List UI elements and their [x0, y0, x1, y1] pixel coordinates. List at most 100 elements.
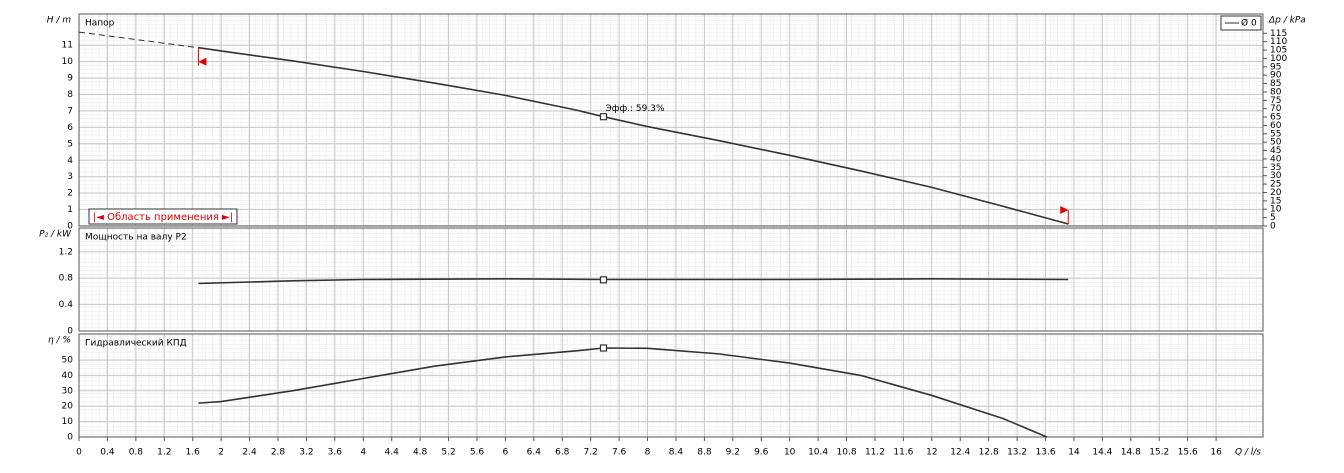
- x-tick-label: 10: [784, 448, 796, 458]
- y-tick-label: 10: [62, 417, 74, 427]
- y-tick-label: 50: [62, 356, 74, 366]
- y2-tick-label: 20: [1270, 188, 1282, 198]
- x-tick-label: 8.4: [669, 448, 684, 458]
- y-tick-label: 0.8: [59, 274, 74, 284]
- x-tick-label: 5.6: [470, 448, 485, 458]
- y2-tick-label: 25: [1270, 180, 1281, 190]
- y-tick-label: 8: [67, 90, 73, 100]
- panel-title: Гидравлический КПД: [85, 339, 187, 349]
- y2-tick-label: 60: [1270, 121, 1282, 131]
- y-tick-label: 0: [67, 433, 73, 443]
- y2-tick-label: 105: [1270, 46, 1287, 56]
- x-tick-label: 7.6: [612, 448, 627, 458]
- x-tick-label: 0: [76, 448, 82, 458]
- duty-point: [599, 276, 608, 284]
- x-tick-label: 2: [218, 448, 224, 458]
- y-tick-label: 4: [67, 156, 73, 166]
- plot-frame: [78, 13, 1264, 227]
- x-tick-label: 1.2: [157, 448, 171, 458]
- y-tick-label: 1: [67, 205, 73, 215]
- x-tick-label: 6: [503, 448, 509, 458]
- x-tick-label: 14: [1068, 448, 1080, 458]
- curve: [198, 278, 1069, 285]
- x-tick-label: 1.6: [186, 448, 201, 458]
- panel-title: Мощность на валу P2: [85, 233, 187, 243]
- y2-tick-label: 50: [1270, 138, 1282, 148]
- y2-tick-label: 115: [1270, 29, 1287, 39]
- legend-box: [1220, 15, 1262, 31]
- y2-tick-label: 85: [1270, 79, 1281, 89]
- x-tick-label: 9.2: [726, 448, 740, 458]
- x-tick-label: 4.8: [413, 448, 428, 458]
- y2-tick-label: 65: [1270, 113, 1281, 123]
- x-tick-label: 3.2: [299, 448, 313, 458]
- y-tick-label: 11: [62, 41, 73, 51]
- panel-title: Напор: [85, 19, 115, 29]
- x-tick-label: 2.4: [242, 448, 257, 458]
- x-tick-label: 11.6: [893, 448, 913, 458]
- x-tick-label: 14.4: [1092, 448, 1112, 458]
- x-tick-label: 3.6: [328, 448, 343, 458]
- y-axis-label: H / m: [47, 16, 72, 26]
- y-tick-label: 10: [62, 57, 74, 67]
- x-tick-label: 9.6: [754, 448, 769, 458]
- y-tick-label: 5: [67, 139, 73, 149]
- annotation: Эфф.: 59.3%: [605, 104, 664, 114]
- curve: [78, 31, 199, 49]
- y2-tick-label: 35: [1270, 163, 1281, 173]
- x-tick-label: 0.8: [129, 448, 144, 458]
- y2-tick-label: 10: [1270, 205, 1282, 215]
- y2-tick-label: 5: [1270, 213, 1276, 223]
- y-tick-label: 7: [67, 106, 73, 116]
- duty-point: [599, 113, 608, 121]
- range-end-arrow: [1060, 206, 1069, 215]
- y-tick-label: 6: [67, 123, 73, 133]
- y2-axis-label: Δp / kPa: [1268, 16, 1306, 26]
- y-tick-label: 3: [67, 172, 73, 182]
- y2-tick-label: 80: [1270, 87, 1282, 97]
- x-tick-label: 15.2: [1149, 448, 1169, 458]
- x-tick-label: 13.6: [1036, 448, 1056, 458]
- legend-label: Ø 0: [1241, 18, 1257, 29]
- plot-frame: [78, 227, 1264, 332]
- duty-point: [599, 344, 608, 352]
- x-tick-label: 15.6: [1178, 448, 1198, 458]
- y2-tick-label: 30: [1270, 171, 1282, 181]
- plot-background: [79, 334, 1263, 437]
- plot-background: [79, 14, 1263, 226]
- y2-tick-label: 0: [1270, 222, 1276, 232]
- x-tick-label: 0.4: [100, 448, 115, 458]
- x-tick-label: 10.4: [808, 448, 828, 458]
- y-tick-label: 0: [67, 327, 73, 337]
- y2-tick-label: 55: [1270, 129, 1281, 139]
- y-tick-label: 30: [62, 386, 74, 396]
- y2-tick-label: 70: [1270, 104, 1282, 114]
- range-label: |◄ Область применения ►|: [93, 212, 233, 223]
- range-start-arrow: [198, 57, 207, 66]
- y-tick-label: 2: [67, 189, 73, 199]
- y2-tick-label: 110: [1270, 37, 1287, 47]
- x-tick-label: 2.8: [271, 448, 286, 458]
- x-tick-label: 12.8: [979, 448, 999, 458]
- x-tick-label: 13.2: [1007, 448, 1027, 458]
- y-tick-label: 0.4: [59, 300, 74, 310]
- y2-tick-label: 15: [1270, 196, 1281, 206]
- x-tick-label: 5.2: [441, 448, 455, 458]
- x-tick-label: 7.2: [584, 448, 598, 458]
- y-tick-label: 20: [62, 402, 74, 412]
- x-tick-label: 8.8: [697, 448, 712, 458]
- y-axis-label: η / %: [48, 336, 71, 346]
- y-tick-label: 40: [62, 371, 74, 381]
- x-tick-label: 6.8: [555, 448, 570, 458]
- x-tick-label: 4.4: [385, 448, 400, 458]
- y2-tick-label: 40: [1270, 154, 1282, 164]
- x-tick-label: 14.8: [1121, 448, 1141, 458]
- y-axis-label: P₂ / kW: [39, 230, 72, 240]
- y2-tick-label: 75: [1270, 96, 1281, 106]
- y2-tick-label: 100: [1270, 54, 1287, 64]
- y2-tick-label: 95: [1270, 62, 1281, 72]
- x-tick-label: 12.4: [950, 448, 970, 458]
- y2-tick-label: 45: [1270, 146, 1281, 156]
- x-tick-label: 11.2: [865, 448, 885, 458]
